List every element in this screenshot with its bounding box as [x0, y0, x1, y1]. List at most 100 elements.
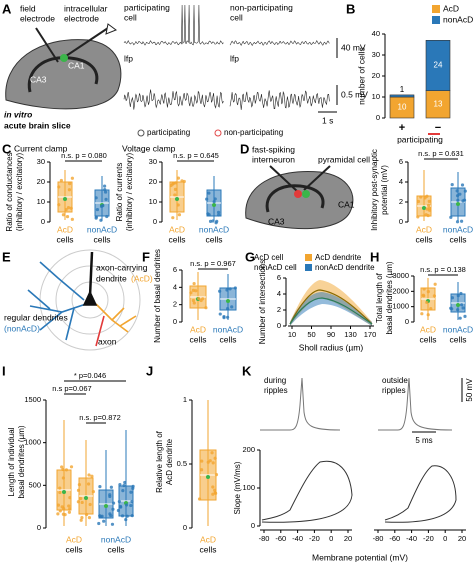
xlabel: Sholl radius (µm) [299, 342, 364, 352]
x-tick-label: 10 [288, 330, 296, 339]
illustration-dot [211, 492, 215, 496]
illustration-dot [121, 489, 125, 493]
value-label: 13 [434, 99, 443, 108]
y-tick-label: 0 [183, 523, 187, 532]
y-tick-label: 0 [37, 523, 41, 532]
acd-label: axon-carrying [96, 262, 148, 272]
illustration-dot [94, 215, 98, 219]
illustration-dot [455, 220, 460, 224]
illustration-dot [463, 189, 467, 193]
group-label: AcD [57, 224, 73, 234]
group-label: nonAcD [213, 324, 243, 334]
illustration-dot [70, 217, 74, 221]
ylabel: Length of individual [7, 427, 16, 496]
illustration-dot [233, 286, 237, 290]
y-tick-label: 10 [37, 197, 45, 206]
legend-marker [137, 129, 145, 137]
illustration-dot [94, 196, 98, 200]
mean-marker [212, 203, 216, 207]
illustration-dot [191, 298, 196, 303]
illustration-dot [225, 288, 229, 292]
stat-label: n.s. p=0.872 [79, 413, 121, 422]
neuron-drawing [27, 251, 137, 347]
illustration-dot [105, 214, 109, 219]
mean-marker [62, 490, 66, 494]
lfp-scale: 0.5 mV [341, 89, 368, 99]
group-label: cells [199, 544, 216, 554]
hippocampus-layer [265, 184, 325, 213]
illustration-dot [459, 219, 464, 223]
legend-dendrites: AcD dendrite [315, 253, 362, 262]
illustration-dot [58, 490, 62, 495]
y-tick-label: 40 [372, 29, 380, 38]
illustration-dot [70, 176, 74, 180]
group-label: cells [56, 234, 73, 244]
ylabel: potential (mV) [380, 165, 389, 215]
illustration-dot [180, 179, 184, 183]
illustration-dot [199, 298, 203, 303]
illustration-dot [208, 219, 213, 223]
group-label: nonAcD [101, 534, 131, 544]
legend-cells: AcD cell [254, 253, 284, 262]
x-tick-label: 130 [344, 330, 357, 339]
illustration-dot [199, 468, 204, 472]
illustration-dot [103, 190, 108, 194]
illustration-dot [456, 294, 460, 298]
nonacd-dendrite [27, 261, 87, 341]
illustration-dot [419, 195, 423, 199]
illustration-dot [432, 294, 437, 298]
illustration-dot [211, 219, 215, 223]
illustration-dot [177, 213, 182, 217]
legend-label: nonAcD [443, 14, 473, 24]
lfp-trace [123, 89, 224, 110]
illustration-dot [426, 213, 430, 218]
nonacd-band [290, 292, 372, 326]
illustration-dot [192, 301, 196, 305]
y-tick-label: 200 [242, 445, 255, 454]
illustration-dot [130, 514, 134, 518]
electrode-tip [105, 23, 118, 35]
illustration-dot [212, 200, 216, 204]
illustration-dot [218, 312, 222, 316]
ylabel: basal dendrites (µm) [385, 261, 394, 334]
stat-label: * p=0.046 [74, 371, 106, 380]
illustration-dot [80, 515, 84, 520]
acd-curve [289, 289, 373, 325]
x-tick-label: -60 [389, 534, 400, 543]
illustration-dot [76, 488, 81, 492]
illustration-dot [426, 203, 431, 207]
group-label: cells [107, 544, 124, 554]
participating-cell: cell [124, 12, 137, 22]
illustration-dot [450, 183, 454, 187]
illustration-dot [84, 512, 89, 517]
xlabel: participating [397, 134, 443, 144]
lfp-trace [229, 90, 330, 110]
ylabel: basal dendrites (µm) [17, 425, 26, 498]
illustration-dot [200, 459, 204, 463]
group-label: cells [219, 334, 236, 344]
time-scale: 1 s [322, 115, 333, 125]
legend-swatch [432, 16, 440, 24]
illustration-dot [66, 206, 71, 210]
y-tick-label: 10 [149, 197, 157, 206]
illustration-dot [192, 281, 196, 286]
illustration-dot [69, 465, 74, 469]
illustration-dot [57, 203, 61, 207]
field-electrode: field [20, 3, 36, 13]
illustration-dot [58, 509, 62, 513]
y-tick-label: 0 [277, 321, 281, 330]
ylabel: (inhibitory / excitatory) [125, 153, 134, 232]
group-label: cells [415, 234, 432, 244]
illustration-dot [56, 503, 61, 507]
group-label: cells [93, 234, 110, 244]
legend-dendrites: nonAcD dendrite [315, 263, 375, 272]
acd-dendrite [95, 303, 137, 333]
category-label: − [435, 122, 441, 134]
x-tick-label: -20 [423, 534, 434, 543]
vm-trace [229, 40, 330, 46]
illustration-dot [68, 182, 72, 186]
electrode [303, 165, 331, 191]
y-tick-label: 0 [173, 317, 177, 326]
illustration-dot [67, 504, 71, 508]
illustration-dot [213, 488, 217, 492]
